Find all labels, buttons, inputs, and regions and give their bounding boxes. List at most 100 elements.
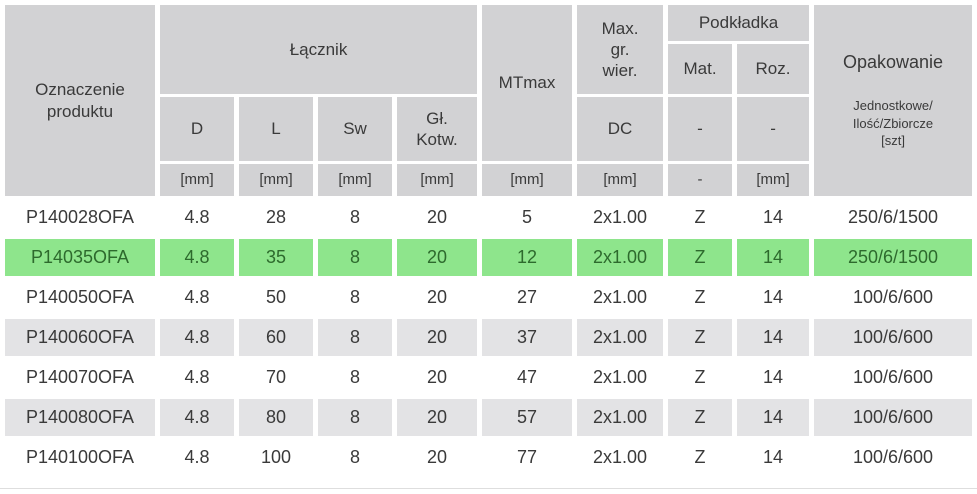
unit-dc: [mm]	[577, 164, 664, 196]
unit-mtmax: [mm]	[482, 164, 573, 196]
cell-gl_kotw: 20	[397, 319, 478, 356]
cell-code: P140080OFA	[5, 399, 155, 436]
cell-d: 4.8	[160, 279, 234, 316]
table-body: P140028OFA 4.8 28 8 20 5 2x1.00 Z 14 250/6/1500 P1…	[5, 199, 973, 476]
table-row[interactable]: P140060OFA 4.8 60 8 20 37 2x1.00 Z 14 100/6/600	[5, 319, 973, 356]
product-spec-table: Oznaczenie produktu Łącznik MTmax Max. g…	[0, 2, 977, 479]
cell-mat: Z	[668, 399, 733, 436]
cell-dc: 2x1.00	[577, 439, 664, 476]
cell-roz: 14	[737, 319, 810, 356]
cell-mtmax: 57	[482, 399, 573, 436]
header-gl-kotw: Gł. Kotw.	[397, 97, 478, 161]
cell-gl_kotw: 20	[397, 239, 478, 276]
header-sw: Sw	[318, 97, 392, 161]
header-d: D	[160, 97, 234, 161]
header-max-gr-wier: Max. gr. wier.	[577, 5, 664, 94]
table-row[interactable]: P140100OFA 4.8 100 8 20 77 2x1.00 Z 14 100/6/600	[5, 439, 973, 476]
cell-roz: 14	[737, 359, 810, 396]
cell-mtmax: 77	[482, 439, 573, 476]
cell-opak: 100/6/600	[814, 319, 973, 356]
cell-sw: 8	[318, 399, 392, 436]
cell-opak: 250/6/1500	[814, 239, 973, 276]
cell-mtmax: 5	[482, 199, 573, 236]
cell-d: 4.8	[160, 439, 234, 476]
unit-sw: [mm]	[318, 164, 392, 196]
table-row[interactable]: P14035OFA 4.8 35 8 20 12 2x1.00 Z 14 250/6/1500	[5, 239, 973, 276]
header-podkladka: Podkładka	[668, 5, 810, 41]
cell-mat: Z	[668, 359, 733, 396]
cell-l: 28	[239, 199, 313, 236]
cell-mtmax: 47	[482, 359, 573, 396]
table-row[interactable]: P140070OFA 4.8 70 8 20 47 2x1.00 Z 14 100/6/600	[5, 359, 973, 396]
cell-roz: 14	[737, 279, 810, 316]
cell-dc: 2x1.00	[577, 319, 664, 356]
cell-gl_kotw: 20	[397, 279, 478, 316]
table-row[interactable]: P140028OFA 4.8 28 8 20 5 2x1.00 Z 14 250/6/1500	[5, 199, 973, 236]
cell-d: 4.8	[160, 199, 234, 236]
unit-roz: [mm]	[737, 164, 810, 196]
cell-sw: 8	[318, 439, 392, 476]
header-mat-dash: -	[668, 97, 733, 161]
header-roz: Roz.	[737, 44, 810, 94]
cell-code: P140050OFA	[5, 279, 155, 316]
cell-mat: Z	[668, 199, 733, 236]
cell-code: P140028OFA	[5, 199, 155, 236]
cell-dc: 2x1.00	[577, 199, 664, 236]
cell-gl_kotw: 20	[397, 399, 478, 436]
header-opakowanie: Opakowanie Jednostkowe/ Ilość/Zbiorcze […	[814, 5, 973, 196]
cell-sw: 8	[318, 279, 392, 316]
cell-dc: 2x1.00	[577, 239, 664, 276]
header-dc: DC	[577, 97, 664, 161]
cell-code: P140070OFA	[5, 359, 155, 396]
header-mtmax: MTmax	[482, 5, 573, 161]
cell-opak: 100/6/600	[814, 359, 973, 396]
cell-mat: Z	[668, 239, 733, 276]
unit-gl-kotw: [mm]	[397, 164, 478, 196]
cell-d: 4.8	[160, 399, 234, 436]
cell-mat: Z	[668, 439, 733, 476]
cell-l: 70	[239, 359, 313, 396]
cell-gl_kotw: 20	[397, 199, 478, 236]
cell-sw: 8	[318, 359, 392, 396]
cell-d: 4.8	[160, 319, 234, 356]
cell-gl_kotw: 20	[397, 359, 478, 396]
cell-l: 80	[239, 399, 313, 436]
opakowanie-title: Opakowanie	[842, 52, 944, 73]
table-row[interactable]: P140080OFA 4.8 80 8 20 57 2x1.00 Z 14 100/6/600	[5, 399, 973, 436]
header-l: L	[239, 97, 313, 161]
cell-code: P14035OFA	[5, 239, 155, 276]
cell-sw: 8	[318, 239, 392, 276]
cell-mat: Z	[668, 279, 733, 316]
cell-mtmax: 37	[482, 319, 573, 356]
cell-sw: 8	[318, 319, 392, 356]
cell-roz: 14	[737, 399, 810, 436]
cell-roz: 14	[737, 239, 810, 276]
table-header: Oznaczenie produktu Łącznik MTmax Max. g…	[5, 5, 973, 196]
cell-roz: 14	[737, 439, 810, 476]
table-row[interactable]: P140050OFA 4.8 50 8 20 27 2x1.00 Z 14 100/6/600	[5, 279, 973, 316]
cell-roz: 14	[737, 199, 810, 236]
cell-opak: 100/6/600	[814, 439, 973, 476]
cell-mtmax: 27	[482, 279, 573, 316]
cell-dc: 2x1.00	[577, 399, 664, 436]
cell-mtmax: 12	[482, 239, 573, 276]
cell-d: 4.8	[160, 239, 234, 276]
cell-l: 35	[239, 239, 313, 276]
header-mat: Mat.	[668, 44, 733, 94]
header-product-designation: Oznaczenie produktu	[5, 5, 155, 196]
cell-mat: Z	[668, 319, 733, 356]
cell-dc: 2x1.00	[577, 359, 664, 396]
cell-opak: 250/6/1500	[814, 199, 973, 236]
cell-gl_kotw: 20	[397, 439, 478, 476]
cell-l: 60	[239, 319, 313, 356]
cell-opak: 100/6/600	[814, 279, 973, 316]
cell-l: 50	[239, 279, 313, 316]
unit-d: [mm]	[160, 164, 234, 196]
cell-opak: 100/6/600	[814, 399, 973, 436]
unit-mat: -	[668, 164, 733, 196]
unit-l: [mm]	[239, 164, 313, 196]
header-roz-dash: -	[737, 97, 810, 161]
cell-code: P140060OFA	[5, 319, 155, 356]
opakowanie-subtitle: Jednostkowe/ Ilość/Zbiorcze [szt]	[852, 98, 934, 149]
cell-sw: 8	[318, 199, 392, 236]
